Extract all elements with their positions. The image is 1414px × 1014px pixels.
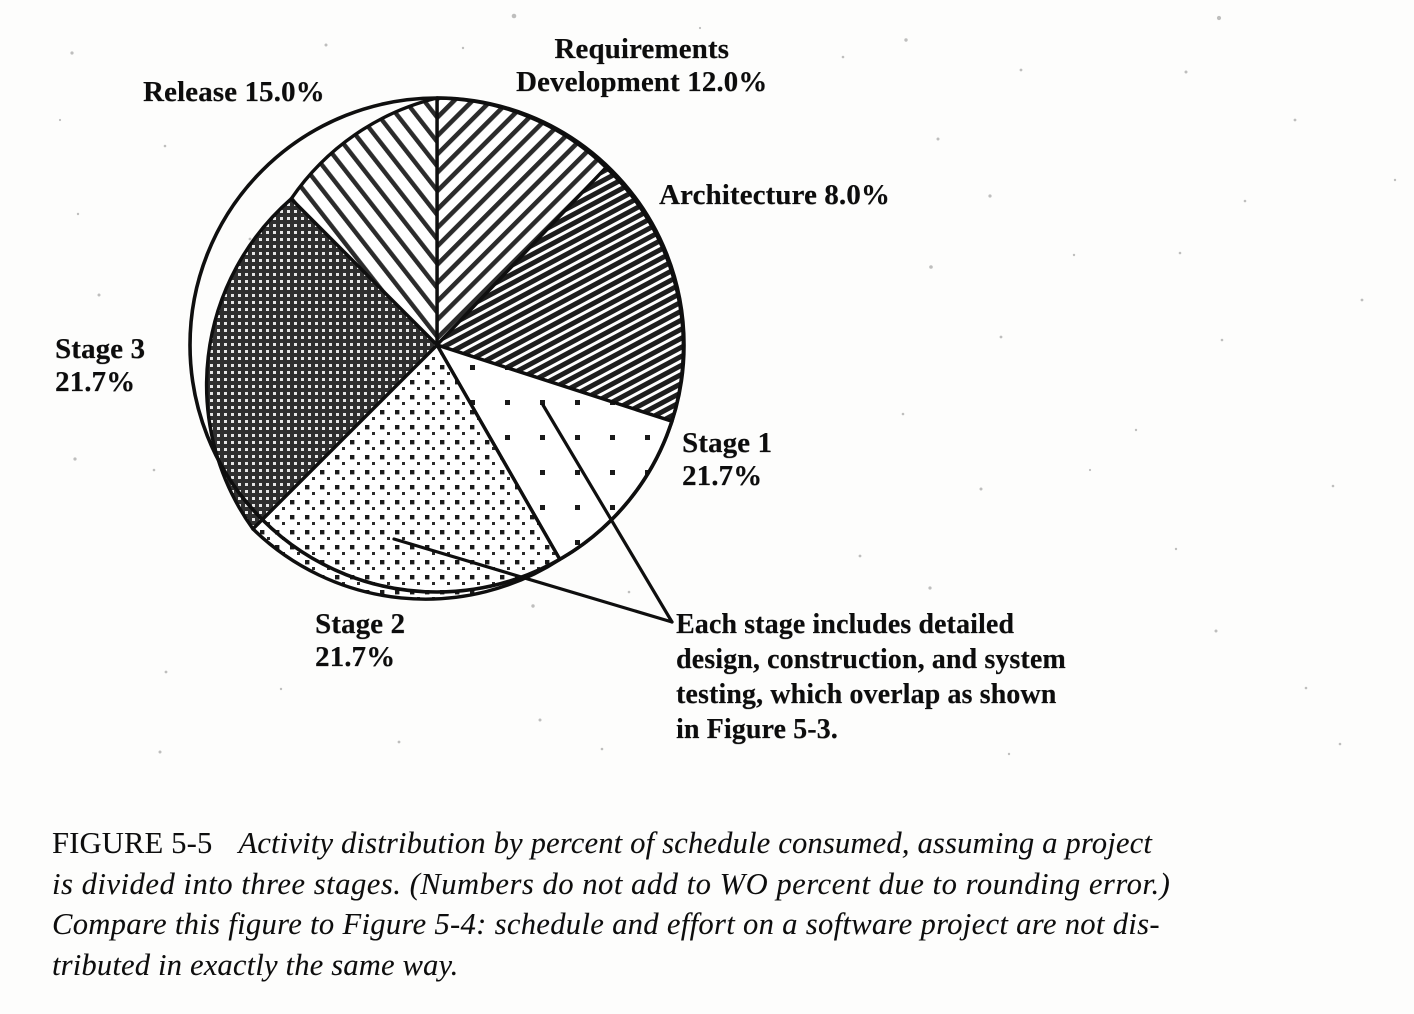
caption-line-2: is divided into three stages. (Numbers d… <box>52 866 1171 901</box>
pie-outline <box>188 96 686 594</box>
pie-chart <box>188 96 686 624</box>
pie-label-release: Release 15.0% <box>143 76 325 108</box>
figure-caption: FIGURE 5-5 Activity distribution by perce… <box>52 823 1374 985</box>
pie-label-stage-2: Stage 2 21.7% <box>315 608 406 674</box>
figure-graphic: Release 15.0% Requirements Development 1… <box>55 33 1066 745</box>
pie-label-stage-3: Stage 3 21.7% <box>55 333 146 399</box>
caption-line-1: Activity distribution by percent of sche… <box>238 826 1153 860</box>
pie-annotation-note: Each stage includes detailed design, con… <box>676 609 1066 745</box>
pie-slice-stage-3 <box>204 197 439 531</box>
caption-line-4: tributed in exactly the same way. <box>52 947 459 982</box>
pie-label-architecture: Architecture 8.0% <box>659 179 890 211</box>
leader-line-stage1 <box>541 403 674 624</box>
caption-figure-number: FIGURE 5-5 <box>52 826 213 860</box>
pie-label-stage-1: Stage 1 21.7% <box>682 427 773 493</box>
leader-line-stage2 <box>392 537 674 624</box>
pie-label-requirements-development: Requirements Development 12.0% <box>516 33 768 99</box>
pie-slice-release <box>289 96 439 347</box>
caption-line-3: Compare this figure to Figure 5-4: sched… <box>52 907 1160 942</box>
